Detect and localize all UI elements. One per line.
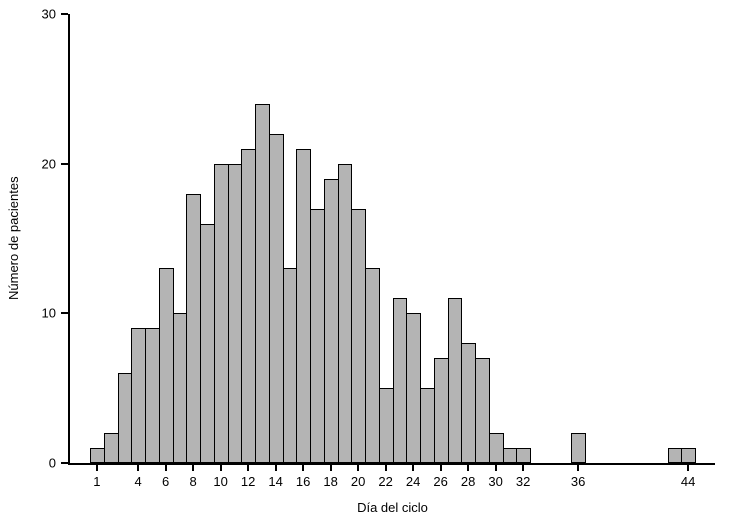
- y-tick-mark: [61, 462, 68, 464]
- histogram-bar: [475, 358, 490, 463]
- x-tick-label: 22: [378, 474, 393, 489]
- histogram-bar: [461, 343, 476, 463]
- histogram-bar: [172, 313, 188, 463]
- histogram-bar: [502, 448, 518, 463]
- histogram-bar: [241, 148, 256, 463]
- histogram-bar: [351, 208, 366, 463]
- y-tick-label: 30: [41, 6, 56, 22]
- histogram-bar: [268, 133, 284, 463]
- histogram-bar: [310, 208, 325, 463]
- histogram-bar: [90, 448, 105, 463]
- histogram-bar: [447, 298, 463, 463]
- x-tick-mark: [577, 465, 580, 471]
- histogram-bar: [200, 223, 215, 463]
- x-tick-label: 30: [488, 474, 503, 489]
- histogram-bar: [571, 433, 586, 463]
- x-tick-mark: [137, 465, 140, 471]
- x-tick-label: 28: [460, 474, 476, 489]
- histogram-bar: [255, 103, 270, 463]
- histogram-bar: [516, 448, 531, 463]
- x-tick-label: 14: [268, 474, 283, 489]
- y-tick-label: 10: [41, 305, 56, 321]
- histogram-bar: [282, 268, 298, 463]
- x-tick-label: 8: [189, 474, 197, 489]
- y-axis-title: Número de pacientes: [6, 176, 21, 301]
- histogram-bar: [433, 358, 449, 463]
- histogram-bar: [117, 373, 133, 463]
- x-tick-label: 6: [162, 474, 170, 489]
- y-tick-label: 0: [48, 455, 56, 471]
- histogram-bar: [186, 193, 201, 463]
- histogram-bar: [145, 328, 160, 463]
- x-tick-label: 18: [323, 474, 338, 489]
- histogram-bar: [378, 388, 394, 463]
- x-tick-label: 10: [213, 474, 228, 489]
- histogram-bar: [406, 313, 421, 463]
- histogram-bar: [131, 328, 146, 463]
- x-tick-mark: [95, 465, 98, 471]
- y-tick-label: 20: [41, 156, 56, 172]
- histogram-bar: [365, 268, 380, 463]
- x-axis-line: [68, 463, 715, 465]
- y-tick-mark: [61, 312, 68, 315]
- x-tick-mark: [164, 465, 167, 471]
- x-tick-label: 1: [93, 474, 101, 489]
- x-tick-label: 32: [515, 474, 531, 489]
- x-tick-mark: [412, 465, 415, 471]
- x-tick-mark: [247, 465, 250, 471]
- y-axis-line: [68, 14, 70, 465]
- x-tick-label: 24: [405, 474, 421, 489]
- x-tick-mark: [357, 465, 360, 471]
- x-tick-mark: [522, 465, 525, 471]
- x-tick-mark: [219, 465, 222, 471]
- histogram-bar: [213, 163, 229, 463]
- histogram-bar: [667, 448, 683, 463]
- x-tick-label: 16: [295, 474, 311, 489]
- y-tick-mark: [61, 162, 68, 165]
- x-tick-mark: [687, 465, 690, 471]
- x-tick-mark: [302, 465, 305, 471]
- x-tick-mark: [274, 465, 277, 471]
- x-tick-label: 26: [433, 474, 448, 489]
- histogram-bar: [420, 388, 435, 463]
- x-tick-label: 36: [570, 474, 586, 489]
- x-tick-label: 20: [350, 474, 366, 489]
- x-tick-mark: [329, 465, 332, 471]
- x-axis-title: Día del ciclo: [357, 500, 428, 515]
- y-tick-mark: [61, 13, 68, 15]
- histogram-bar: [227, 163, 243, 463]
- histogram-bar: [323, 178, 339, 463]
- x-tick-label: 44: [680, 474, 696, 489]
- x-tick-label: 4: [134, 474, 142, 489]
- x-tick-mark: [384, 465, 387, 471]
- histogram-bar: [488, 433, 504, 463]
- histogram-bar: [392, 298, 408, 463]
- histogram-bar: [296, 148, 311, 463]
- x-tick-mark: [494, 465, 497, 471]
- x-tick-mark: [467, 465, 470, 471]
- histogram-bar: [158, 268, 174, 463]
- histogram-bar: [681, 448, 696, 463]
- x-tick-mark: [439, 465, 442, 471]
- histogram-bar: [103, 433, 119, 463]
- x-tick-mark: [192, 465, 195, 471]
- x-tick-label: 12: [240, 474, 256, 489]
- histogram-bar: [337, 163, 353, 463]
